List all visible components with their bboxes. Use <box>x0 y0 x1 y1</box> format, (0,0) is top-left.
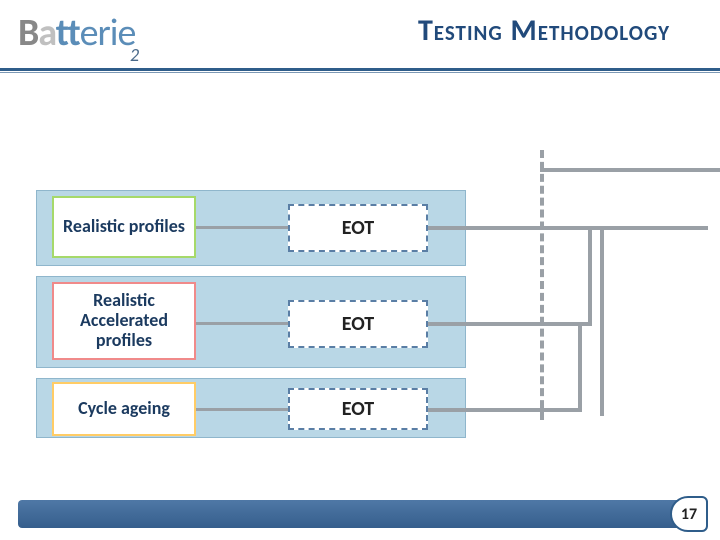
right-v-1 <box>600 226 604 416</box>
logo-subscript: 2 <box>130 44 139 66</box>
row-label-0: Realistic profiles <box>52 196 196 258</box>
right-h-2 <box>428 408 578 412</box>
logo-at: a <box>38 10 55 56</box>
right-v-0 <box>588 226 592 326</box>
row-eot-0: EOT <box>288 204 428 252</box>
slide-root: Batterie 2 Testing Methodology Realistic… <box>0 0 720 540</box>
header-rule-thin <box>0 72 720 73</box>
page-number: 17 <box>681 505 697 524</box>
right-h-0 <box>428 226 708 230</box>
row-label-2: Cycle ageing <box>52 382 196 436</box>
right-top-h <box>540 168 720 172</box>
row-connector-1 <box>196 322 288 325</box>
header-rule-thick <box>0 68 720 71</box>
right-v-2 <box>578 322 582 412</box>
logo-b: B <box>18 10 38 56</box>
logo: Batterie <box>18 10 135 56</box>
row-connector-0 <box>196 226 288 229</box>
logo-erie: erie <box>80 10 136 56</box>
row-connector-2 <box>196 408 288 411</box>
right-h-1 <box>428 322 588 326</box>
row-label-1: Realistic Accelerated profiles <box>52 282 196 360</box>
dashed-divider <box>540 150 544 420</box>
footer-bar <box>18 500 680 528</box>
page-number-pill: 17 <box>670 496 708 532</box>
row-eot-1: EOT <box>288 300 428 348</box>
logo-tt: tt <box>56 10 80 56</box>
page-title: Testing Methodology <box>418 12 670 49</box>
row-eot-2: EOT <box>288 388 428 430</box>
